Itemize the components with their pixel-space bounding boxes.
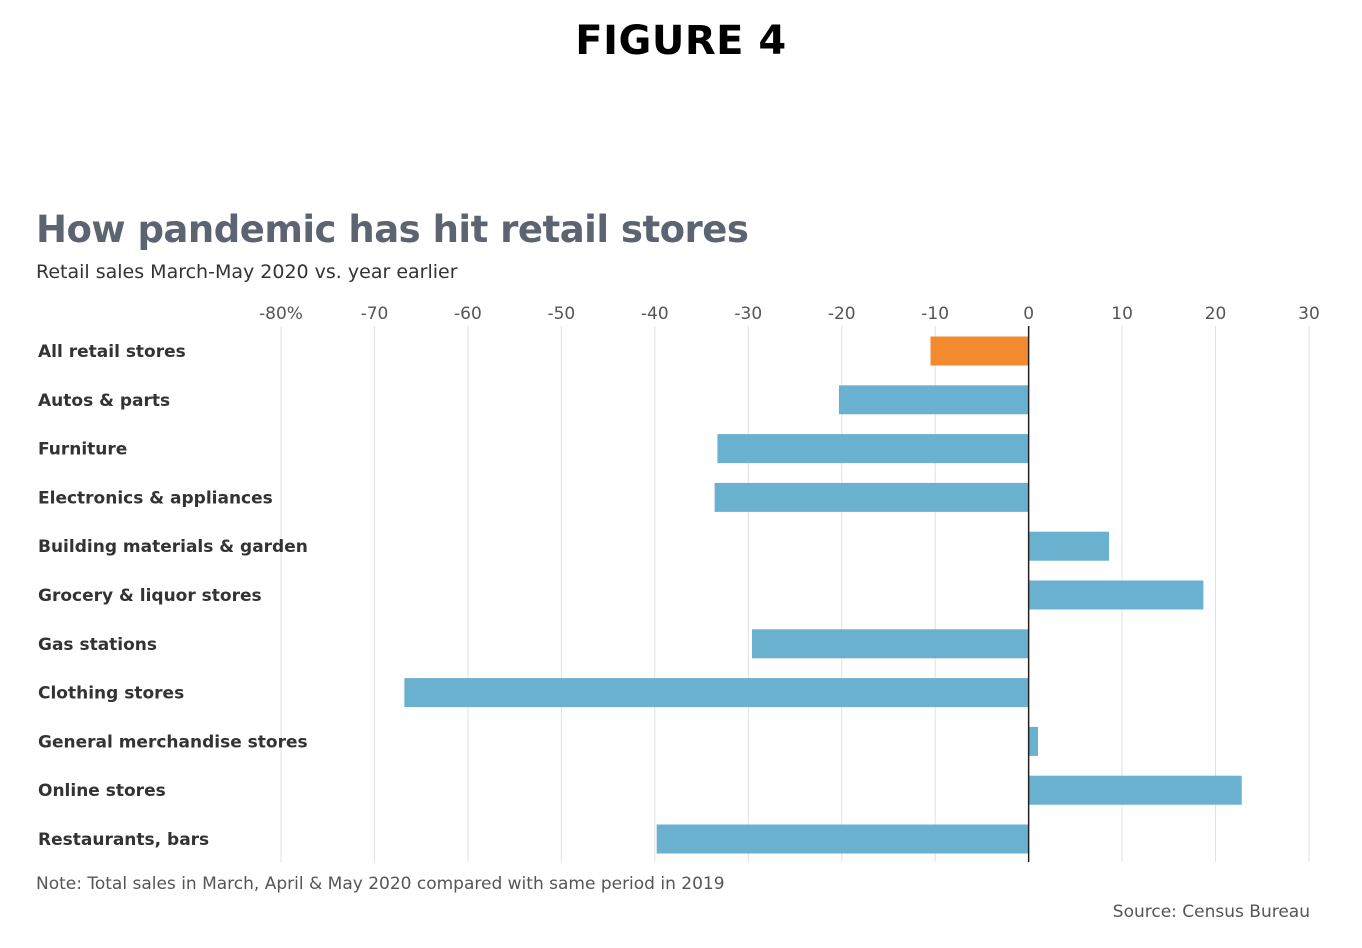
figure-label: FIGURE 4 [575, 18, 787, 64]
category-label: Furniture [38, 440, 127, 460]
bar [1028, 726, 1038, 756]
bar [1028, 531, 1110, 561]
category-label: Grocery & liquor stores [38, 586, 262, 606]
chart-subtitle: Retail sales March-May 2020 vs. year ear… [36, 261, 458, 283]
bar [752, 629, 1029, 659]
x-tick-label: 0 [1023, 304, 1034, 324]
x-tick-label: -30 [734, 304, 762, 324]
category-label: Gas stations [38, 635, 157, 655]
bar [717, 434, 1029, 464]
x-tick-label: -60 [454, 304, 482, 324]
bar [404, 678, 1029, 708]
x-tick-label: -70 [361, 304, 389, 324]
bar [656, 824, 1029, 854]
x-tick-label: -10 [921, 304, 949, 324]
category-label: All retail stores [38, 342, 186, 362]
chart-title: How pandemic has hit retail stores [36, 208, 749, 251]
bar [1028, 580, 1204, 610]
x-tick-label: -80% [259, 304, 303, 324]
bar [714, 482, 1029, 512]
category-label: Restaurants, bars [38, 830, 209, 850]
chart-note: Note: Total sales in March, April & May … [36, 874, 725, 894]
x-tick-label: 30 [1298, 304, 1320, 324]
category-label: General merchandise stores [38, 732, 308, 752]
chart-source: Source: Census Bureau [1112, 902, 1310, 922]
category-label: Clothing stores [38, 684, 184, 704]
x-tick-label: 20 [1205, 304, 1227, 324]
x-tick-label: -50 [547, 304, 575, 324]
x-tick-label: 10 [1111, 304, 1133, 324]
category-label: Building materials & garden [38, 537, 308, 557]
bar [930, 336, 1029, 366]
category-label: Online stores [38, 781, 166, 801]
category-label: Autos & parts [38, 391, 170, 411]
x-tick-label: -40 [641, 304, 669, 324]
category-label: Electronics & appliances [38, 488, 273, 508]
x-tick-label: -20 [828, 304, 856, 324]
bar [838, 385, 1029, 415]
bar [1028, 775, 1242, 805]
